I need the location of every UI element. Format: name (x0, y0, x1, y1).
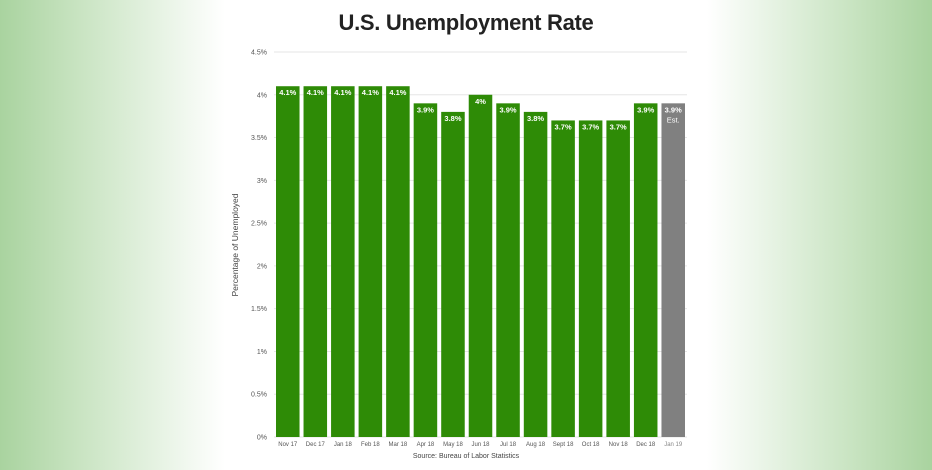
bar (468, 94, 493, 438)
x-tick-label: Nov 18 (609, 442, 629, 448)
x-tick-label: Mar 18 (389, 442, 408, 448)
y-tick-label: 0% (257, 435, 267, 442)
bar (606, 120, 630, 437)
x-tick-label: Apr 18 (417, 442, 435, 448)
estimate-note: Est. (667, 115, 680, 124)
x-tick-label: Jun 18 (471, 442, 490, 448)
y-tick-label: 3.5% (251, 135, 267, 142)
data-label: 3.9% (499, 105, 516, 114)
chart-panel: U.S. Unemployment Rate Percentage of Une… (230, 0, 700, 470)
data-label: 3.7% (555, 122, 572, 131)
y-tick-label: 3% (257, 178, 267, 185)
bar (496, 103, 520, 437)
data-label: 4.1% (362, 88, 379, 97)
data-label: 4.1% (279, 88, 296, 97)
x-tick-label: Feb 18 (361, 442, 380, 448)
bar (551, 120, 575, 437)
data-label: 3.7% (610, 122, 627, 131)
x-tick-label: Nov 17 (278, 442, 298, 448)
x-tick-label: Jan 18 (334, 442, 353, 448)
y-tick-label: 2% (257, 263, 267, 270)
y-tick-label: 1% (257, 349, 267, 356)
y-tick-label: 0.5% (251, 392, 267, 399)
data-label: 4.1% (307, 88, 324, 97)
x-tick-label: Oct 18 (582, 442, 600, 448)
bar (413, 103, 438, 437)
x-tick-label: Dec 17 (306, 442, 326, 448)
bar (523, 111, 548, 437)
y-tick-label: 4% (257, 92, 267, 99)
x-tick-label: Jul 18 (500, 442, 517, 448)
data-label: 4% (475, 97, 486, 106)
y-tick-label: 1.5% (251, 306, 267, 313)
data-label: 3.7% (582, 122, 599, 131)
bar (331, 86, 355, 437)
data-label: 3.8% (527, 114, 544, 123)
source-note: Source: Bureau of Labor Statistics (412, 453, 520, 460)
data-label: 3.9% (417, 105, 434, 114)
bar (661, 103, 685, 437)
bar (578, 120, 603, 437)
x-tick-label: May 18 (443, 442, 463, 448)
bar (276, 86, 300, 437)
data-label: 3.9% (665, 105, 682, 114)
bar (386, 86, 410, 437)
bar (358, 86, 383, 437)
bar (441, 111, 465, 437)
data-label: 3.9% (637, 105, 654, 114)
x-tick-label: Dec 18 (636, 442, 656, 448)
bar (303, 86, 328, 437)
x-tick-label: Aug 18 (526, 442, 546, 448)
data-label: 3.8% (444, 114, 461, 123)
bar-chart: 0% 0.5% 1% 1.5% 2% 2.5% 3% 3.5% 4% 4.5% 4.1% Nov 17… (251, 50, 687, 448)
x-tick-label: Jan 19 (664, 442, 683, 448)
y-tick-label: 4.5% (251, 50, 267, 57)
data-label: 4.1% (334, 88, 351, 97)
chart-title: U.S. Unemployment Rate (338, 10, 594, 35)
x-tick-label: Sept 18 (553, 442, 574, 448)
y-tick-label: 2.5% (251, 221, 267, 228)
bar (633, 103, 658, 437)
data-label: 4.1% (389, 88, 406, 97)
